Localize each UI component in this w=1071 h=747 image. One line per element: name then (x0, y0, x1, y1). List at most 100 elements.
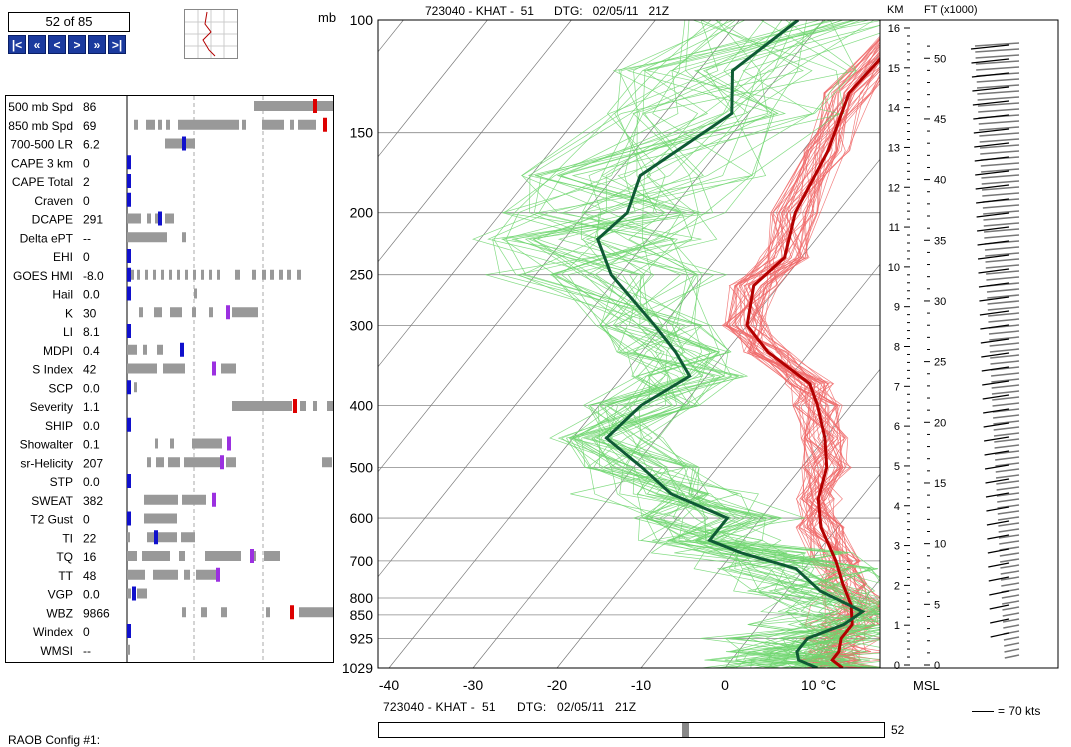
wind-barb (974, 156, 1010, 162)
index-bar (127, 344, 137, 355)
wind-barb (988, 576, 1010, 582)
index-value: 0.0 (83, 381, 100, 395)
wind-barb (978, 120, 1020, 125)
wind-barb (985, 252, 1020, 257)
ensemble-dewpoint-trace (527, 20, 871, 668)
last-button[interactable]: >| (108, 35, 126, 54)
index-bar (297, 269, 301, 280)
index-marker (212, 492, 216, 507)
index-bar (168, 457, 180, 468)
wind-barb (991, 378, 1020, 383)
index-bar (127, 569, 145, 580)
wind-barb (982, 380, 1010, 386)
km-tick-label: 15 (888, 63, 900, 75)
wind-barb (982, 192, 1020, 197)
wind-barb (1001, 594, 1020, 599)
ft-tick-label: 20 (934, 417, 946, 429)
wind-barb (985, 264, 1020, 269)
index-bar (300, 401, 306, 411)
wind-barb (993, 414, 1020, 419)
wind-barb (984, 246, 1020, 251)
index-bar (166, 119, 170, 130)
index-marker (132, 586, 136, 601)
ft-tick-label: 50 (934, 53, 946, 65)
prev-fast-button[interactable]: « (28, 35, 46, 54)
footer-info: 723040 - KHAT - 51 DTG: 02/05/11 21Z (383, 700, 637, 714)
index-marker (227, 436, 231, 451)
km-tick-label: 11 (889, 222, 900, 234)
wind-barb (999, 552, 1020, 557)
ensemble-dewpoint-trace (536, 24, 880, 668)
wind-barb (976, 212, 1010, 218)
skew-t-diagram[interactable]: mb 723040 - KHAT - 51 DTG: 02/05/11 21Z … (318, 0, 880, 700)
index-bar (177, 269, 180, 280)
wind-barb (983, 228, 1020, 233)
index-bar (127, 232, 167, 243)
wind-barb (981, 168, 1020, 173)
wind-barb (986, 270, 1020, 275)
index-marker (250, 549, 254, 563)
ensemble-dewpoint-trace (520, 20, 847, 668)
wind-barb (985, 492, 1010, 498)
wind-barb (976, 78, 1020, 83)
index-value: 16 (83, 550, 97, 564)
index-bar (147, 532, 177, 543)
wind-barb (1002, 618, 1020, 623)
index-value: 382 (83, 494, 103, 508)
index-bar (131, 269, 134, 280)
index-value: 0.0 (83, 588, 100, 602)
index-label: SCP (48, 381, 73, 395)
index-bar (158, 119, 162, 130)
wind-barb (986, 288, 1020, 293)
index-label: DCAPE (32, 213, 73, 227)
temperature-label: 10 °C (801, 677, 836, 693)
index-value: 291 (83, 213, 103, 227)
index-bar (299, 607, 333, 618)
index-value: 0.1 (83, 438, 100, 452)
km-tick-label: 0 (894, 660, 900, 672)
ensemble-dewpoint-trace (585, 20, 880, 668)
km-tick-label: 9 (894, 302, 900, 314)
ensemble-dewpoint-trace (472, 20, 880, 668)
ensemble-dewpoint-trace (505, 20, 854, 668)
index-label: Craven (34, 194, 73, 208)
index-value: 6.2 (83, 138, 100, 152)
first-button[interactable]: |< (8, 35, 26, 54)
sounding-slider[interactable] (378, 722, 885, 738)
pressure-label: 500 (350, 459, 374, 475)
next-button[interactable]: > (68, 35, 86, 54)
index-bar (127, 532, 130, 543)
wind-barb (981, 366, 1010, 372)
index-label: 500 mb Spd (8, 100, 73, 114)
index-bar (201, 269, 204, 280)
ensemble-temperature-trace (724, 46, 880, 668)
wind-barb (980, 338, 1010, 344)
index-bar (226, 457, 236, 468)
wind-barb (984, 436, 1010, 442)
index-bar (137, 269, 140, 280)
index-value: 0 (83, 513, 90, 527)
index-bar (184, 457, 222, 468)
pressure-label: 925 (350, 630, 374, 646)
slider-thumb[interactable] (682, 723, 689, 737)
wind-barb (995, 474, 1020, 479)
index-bar (155, 213, 158, 224)
index-label: WBZ (46, 606, 73, 620)
next-fast-button[interactable]: » (88, 35, 106, 54)
index-bar (178, 119, 239, 130)
wind-barb (989, 342, 1020, 347)
index-marker (127, 417, 131, 432)
ft-tick-label: 25 (934, 357, 946, 369)
ensemble-dewpoint-trace (511, 20, 859, 668)
index-value: 2 (83, 175, 90, 189)
ensemble-dewpoint-trace (529, 20, 880, 668)
wind-barb (990, 618, 1010, 624)
index-label: Windex (33, 625, 73, 639)
msl-label: MSL (913, 678, 940, 693)
index-bar (147, 213, 151, 224)
sounding-thumbnail[interactable] (184, 9, 238, 59)
index-label: LI (63, 325, 73, 339)
index-bar (290, 119, 294, 130)
prev-button[interactable]: < (48, 35, 66, 54)
index-marker (127, 267, 131, 282)
